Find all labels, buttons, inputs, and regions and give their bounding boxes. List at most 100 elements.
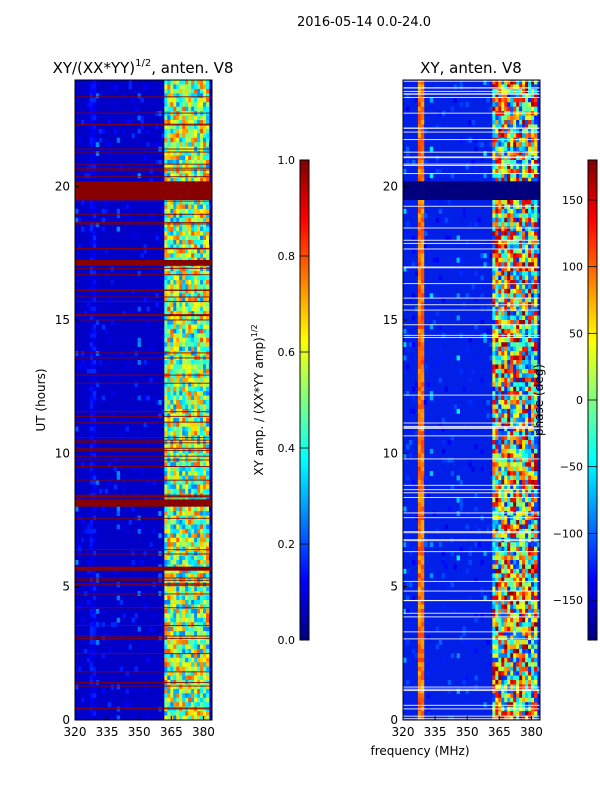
heatmap-cell (173, 297, 177, 303)
heatmap-cell (89, 208, 94, 214)
heatmap-cell (173, 235, 177, 241)
heatmap-cell (516, 346, 520, 352)
heatmap-cell (173, 431, 177, 436)
heatmap-cell (513, 137, 517, 143)
heatmap-cell (519, 506, 523, 512)
heatmap-cell (182, 568, 186, 574)
heatmap-cell (510, 568, 514, 574)
heatmap-cell (125, 204, 130, 210)
y-tick-label: 20 (55, 180, 70, 194)
heatmap-cell (495, 466, 499, 472)
heatmap-cell (200, 537, 204, 543)
heatmap-cell (179, 462, 183, 468)
heatmap-cell (170, 480, 174, 485)
heatmap-cell (173, 311, 177, 316)
heatmap-cell (504, 115, 508, 121)
saturated-band (75, 260, 212, 266)
heatmap-cell (456, 511, 460, 516)
heatmap-cell (167, 84, 171, 90)
heatmap-cell (480, 253, 484, 259)
heatmap-cell (417, 671, 422, 676)
heatmap-cell (185, 475, 189, 481)
heatmap-cell (167, 568, 171, 574)
heatmap-cell (185, 360, 189, 365)
heatmap-cell (507, 106, 511, 112)
heatmap-stripe (75, 653, 212, 655)
heatmap-cell (417, 128, 422, 134)
heatmap-cell (170, 115, 174, 121)
heatmap-cell (411, 235, 416, 241)
heatmap-cell (507, 328, 511, 334)
heatmap-stripe (75, 421, 212, 423)
heatmap-cell (501, 160, 505, 165)
heatmap-cell (182, 204, 186, 210)
heatmap-cell (492, 471, 496, 476)
heatmap-cell (510, 288, 514, 294)
heatmap-cell (125, 213, 130, 219)
heatmap-cell (501, 475, 505, 481)
heatmap-cell (516, 337, 520, 343)
heatmap-cell (420, 280, 425, 285)
heatmap-cell (185, 320, 189, 325)
heatmap-cell (200, 600, 204, 605)
heatmap-cell (495, 604, 499, 610)
heatmap-cell (206, 280, 210, 285)
heatmap-cell (206, 546, 210, 552)
heatmap-cell (131, 311, 135, 316)
heatmap-cell (176, 600, 180, 605)
heatmap-cell (498, 306, 502, 312)
heatmap-cell (176, 657, 180, 663)
heatmap-cell (516, 426, 520, 432)
heatmap-cell (492, 293, 496, 299)
heatmap-cell (92, 142, 97, 148)
heatmap-cell (176, 622, 180, 628)
heatmap-cell (420, 582, 425, 588)
heatmap-cell (501, 417, 505, 423)
heatmap-cell (164, 404, 168, 410)
heatmap-cell (417, 262, 422, 268)
heatmap-cell (92, 240, 97, 245)
heatmap-cell (206, 480, 210, 485)
heatmap-cell (504, 315, 508, 321)
heatmap-cell (191, 333, 195, 339)
heatmap-cell (83, 124, 88, 130)
heatmap-cell (510, 546, 514, 552)
heatmap-cell (206, 240, 210, 245)
heatmap-cell (176, 280, 180, 285)
heatmap-cell (176, 480, 180, 485)
heatmap-cell (185, 120, 189, 125)
heatmap-cell (191, 120, 195, 125)
heatmap-cell (465, 702, 469, 708)
heatmap-cell (468, 400, 472, 405)
heatmap-cell (507, 524, 511, 530)
heatmap-cell (194, 546, 198, 552)
heatmap-cell (92, 120, 97, 125)
heatmap-cell (167, 133, 171, 139)
heatmap-cell (417, 591, 422, 596)
heatmap-cell (420, 613, 425, 619)
heatmap-cell (164, 244, 168, 250)
heatmap-cell (519, 640, 523, 645)
heatmap-cell (489, 382, 493, 388)
heatmap-cell (194, 644, 198, 650)
heatmap-cell (417, 462, 422, 468)
heatmap-cell (176, 382, 180, 388)
heatmap-cell (182, 137, 186, 143)
heatmap-cell (92, 84, 97, 90)
heatmap-stripe (75, 248, 212, 250)
heatmap-cell (176, 240, 180, 245)
heatmap-cell (504, 297, 508, 303)
heatmap-cell (167, 93, 171, 99)
heatmap-cell (188, 200, 192, 205)
heatmap-cell (420, 400, 425, 405)
heatmap-cell (504, 604, 508, 610)
heatmap-cell (182, 133, 186, 139)
heatmap-cell (501, 275, 505, 281)
heatmap-cell (411, 204, 416, 210)
heatmap-cell (170, 333, 174, 339)
heatmap-cell (420, 675, 425, 681)
heatmap-cell (417, 253, 422, 259)
heatmap-cell (501, 231, 505, 236)
heatmap-cell (188, 342, 192, 348)
heatmap-cell (435, 124, 440, 130)
